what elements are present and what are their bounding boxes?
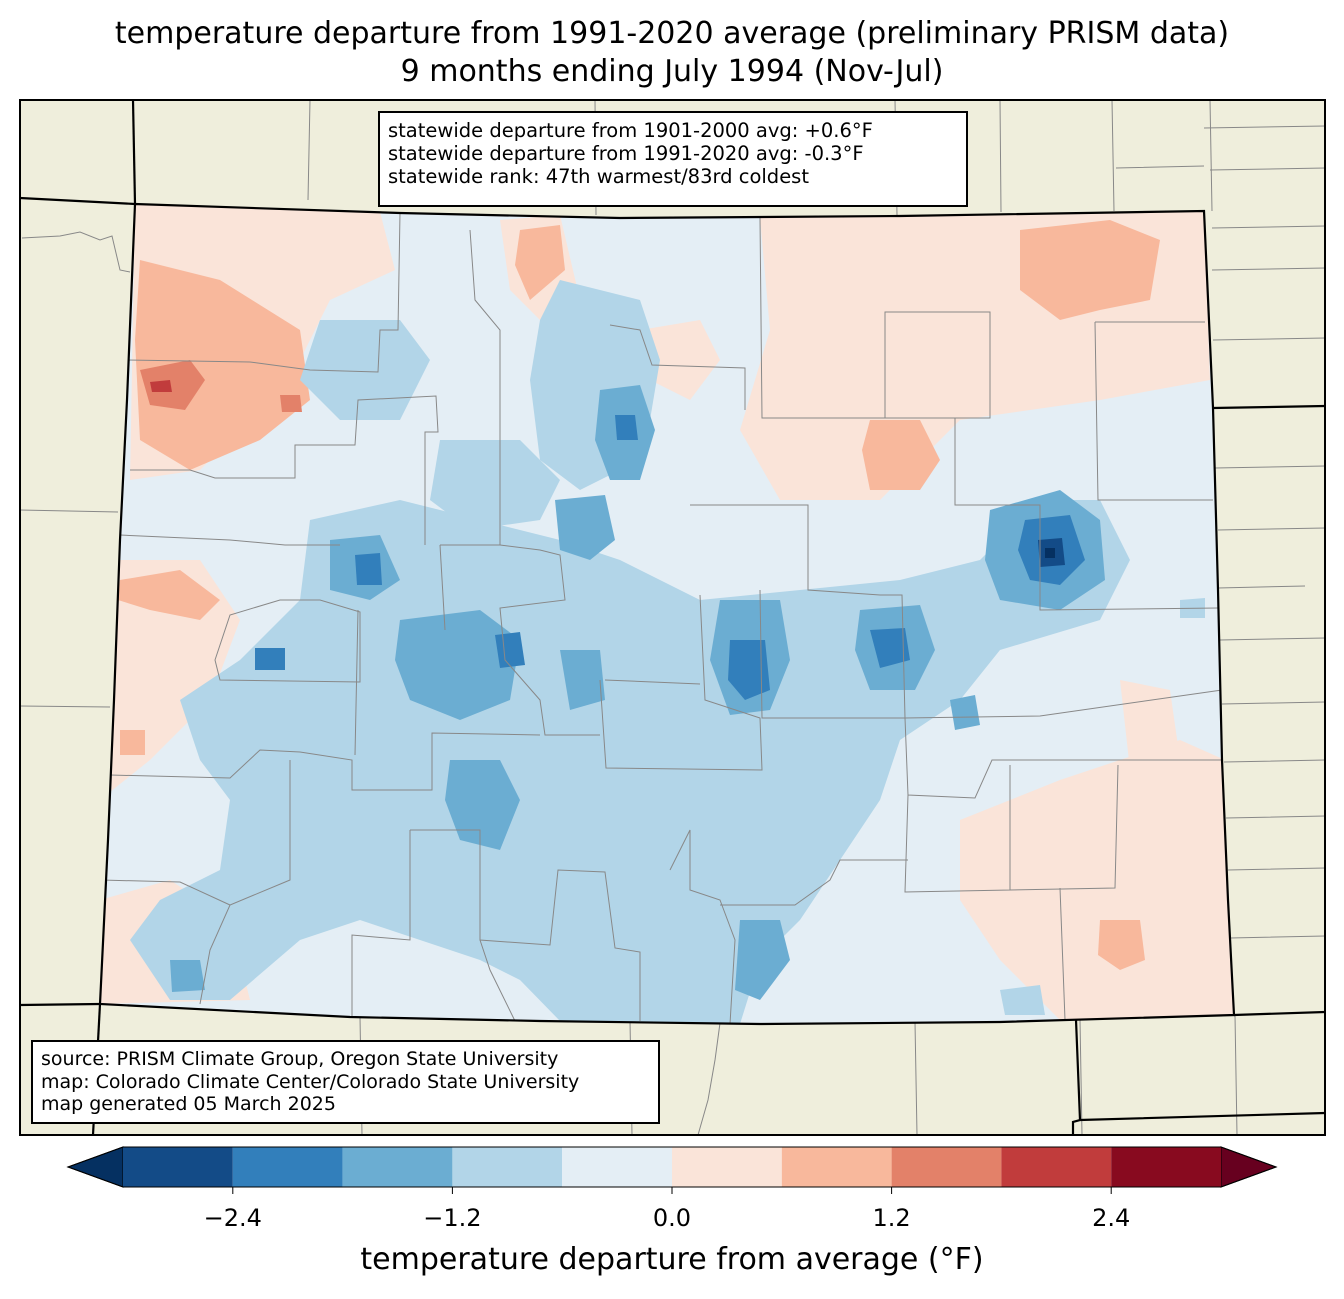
map-frame: [19, 99, 1326, 1136]
generated-date-line: map generated 05 March 2025: [41, 1093, 336, 1115]
colorbar: [66, 1146, 1278, 1194]
source-line: source: PRISM Climate Group, Oregon Stat…: [41, 1048, 559, 1070]
temperature-contours: [100, 204, 1234, 1024]
colorbar-segment: [1001, 1147, 1112, 1187]
colorbar-tick-label: 2.4: [1092, 1204, 1131, 1232]
colorbar-label: temperature departure from average (°F): [360, 1242, 984, 1277]
colorbar-segment: [1111, 1147, 1221, 1187]
map-title-line-2: 9 months ending July 1994 (Nov-Jul): [400, 54, 944, 89]
stats-departure-1901-2000: statewide departure from 1901-2000 avg: …: [388, 119, 873, 142]
colorbar-segment: [123, 1147, 233, 1187]
colorbar-segment: [562, 1147, 672, 1187]
stats-rank: statewide rank: 47th warmest/83rd coldes…: [388, 165, 809, 188]
colorbar-tick-label: 0.0: [652, 1204, 692, 1232]
colorbar-segment: [781, 1147, 892, 1187]
stats-departure-1991-2020: statewide departure from 1991-2020 avg: …: [388, 142, 864, 165]
colorbar-tick-label: −2.4: [203, 1204, 262, 1232]
map-title-line-1: temperature departure from 1991-2020 ave…: [114, 16, 1230, 51]
colorbar-over-extend: [1220, 1146, 1278, 1188]
colorbar-segment: [891, 1147, 1002, 1187]
state-borders: [19, 99, 1326, 1136]
colorbar-segment: [232, 1147, 343, 1187]
colorbar-segment: [342, 1147, 453, 1187]
statewide-stats-box: statewide departure from 1901-2000 avg: …: [378, 111, 968, 207]
colorbar-under-extend: [66, 1146, 124, 1188]
map-credit-line: map: Colorado Climate Center/Colorado St…: [41, 1070, 580, 1093]
colorbar-tick-label: −1.2: [423, 1204, 482, 1232]
colorbar-segment: [672, 1147, 782, 1187]
county-lines: [100, 212, 1223, 1024]
colorbar-tick-label: 1.2: [872, 1204, 911, 1232]
colorbar-outline: [66, 1146, 1278, 1188]
source-box: source: PRISM Climate Group, Oregon Stat…: [31, 1040, 660, 1124]
colorbar-segment: [452, 1147, 563, 1187]
